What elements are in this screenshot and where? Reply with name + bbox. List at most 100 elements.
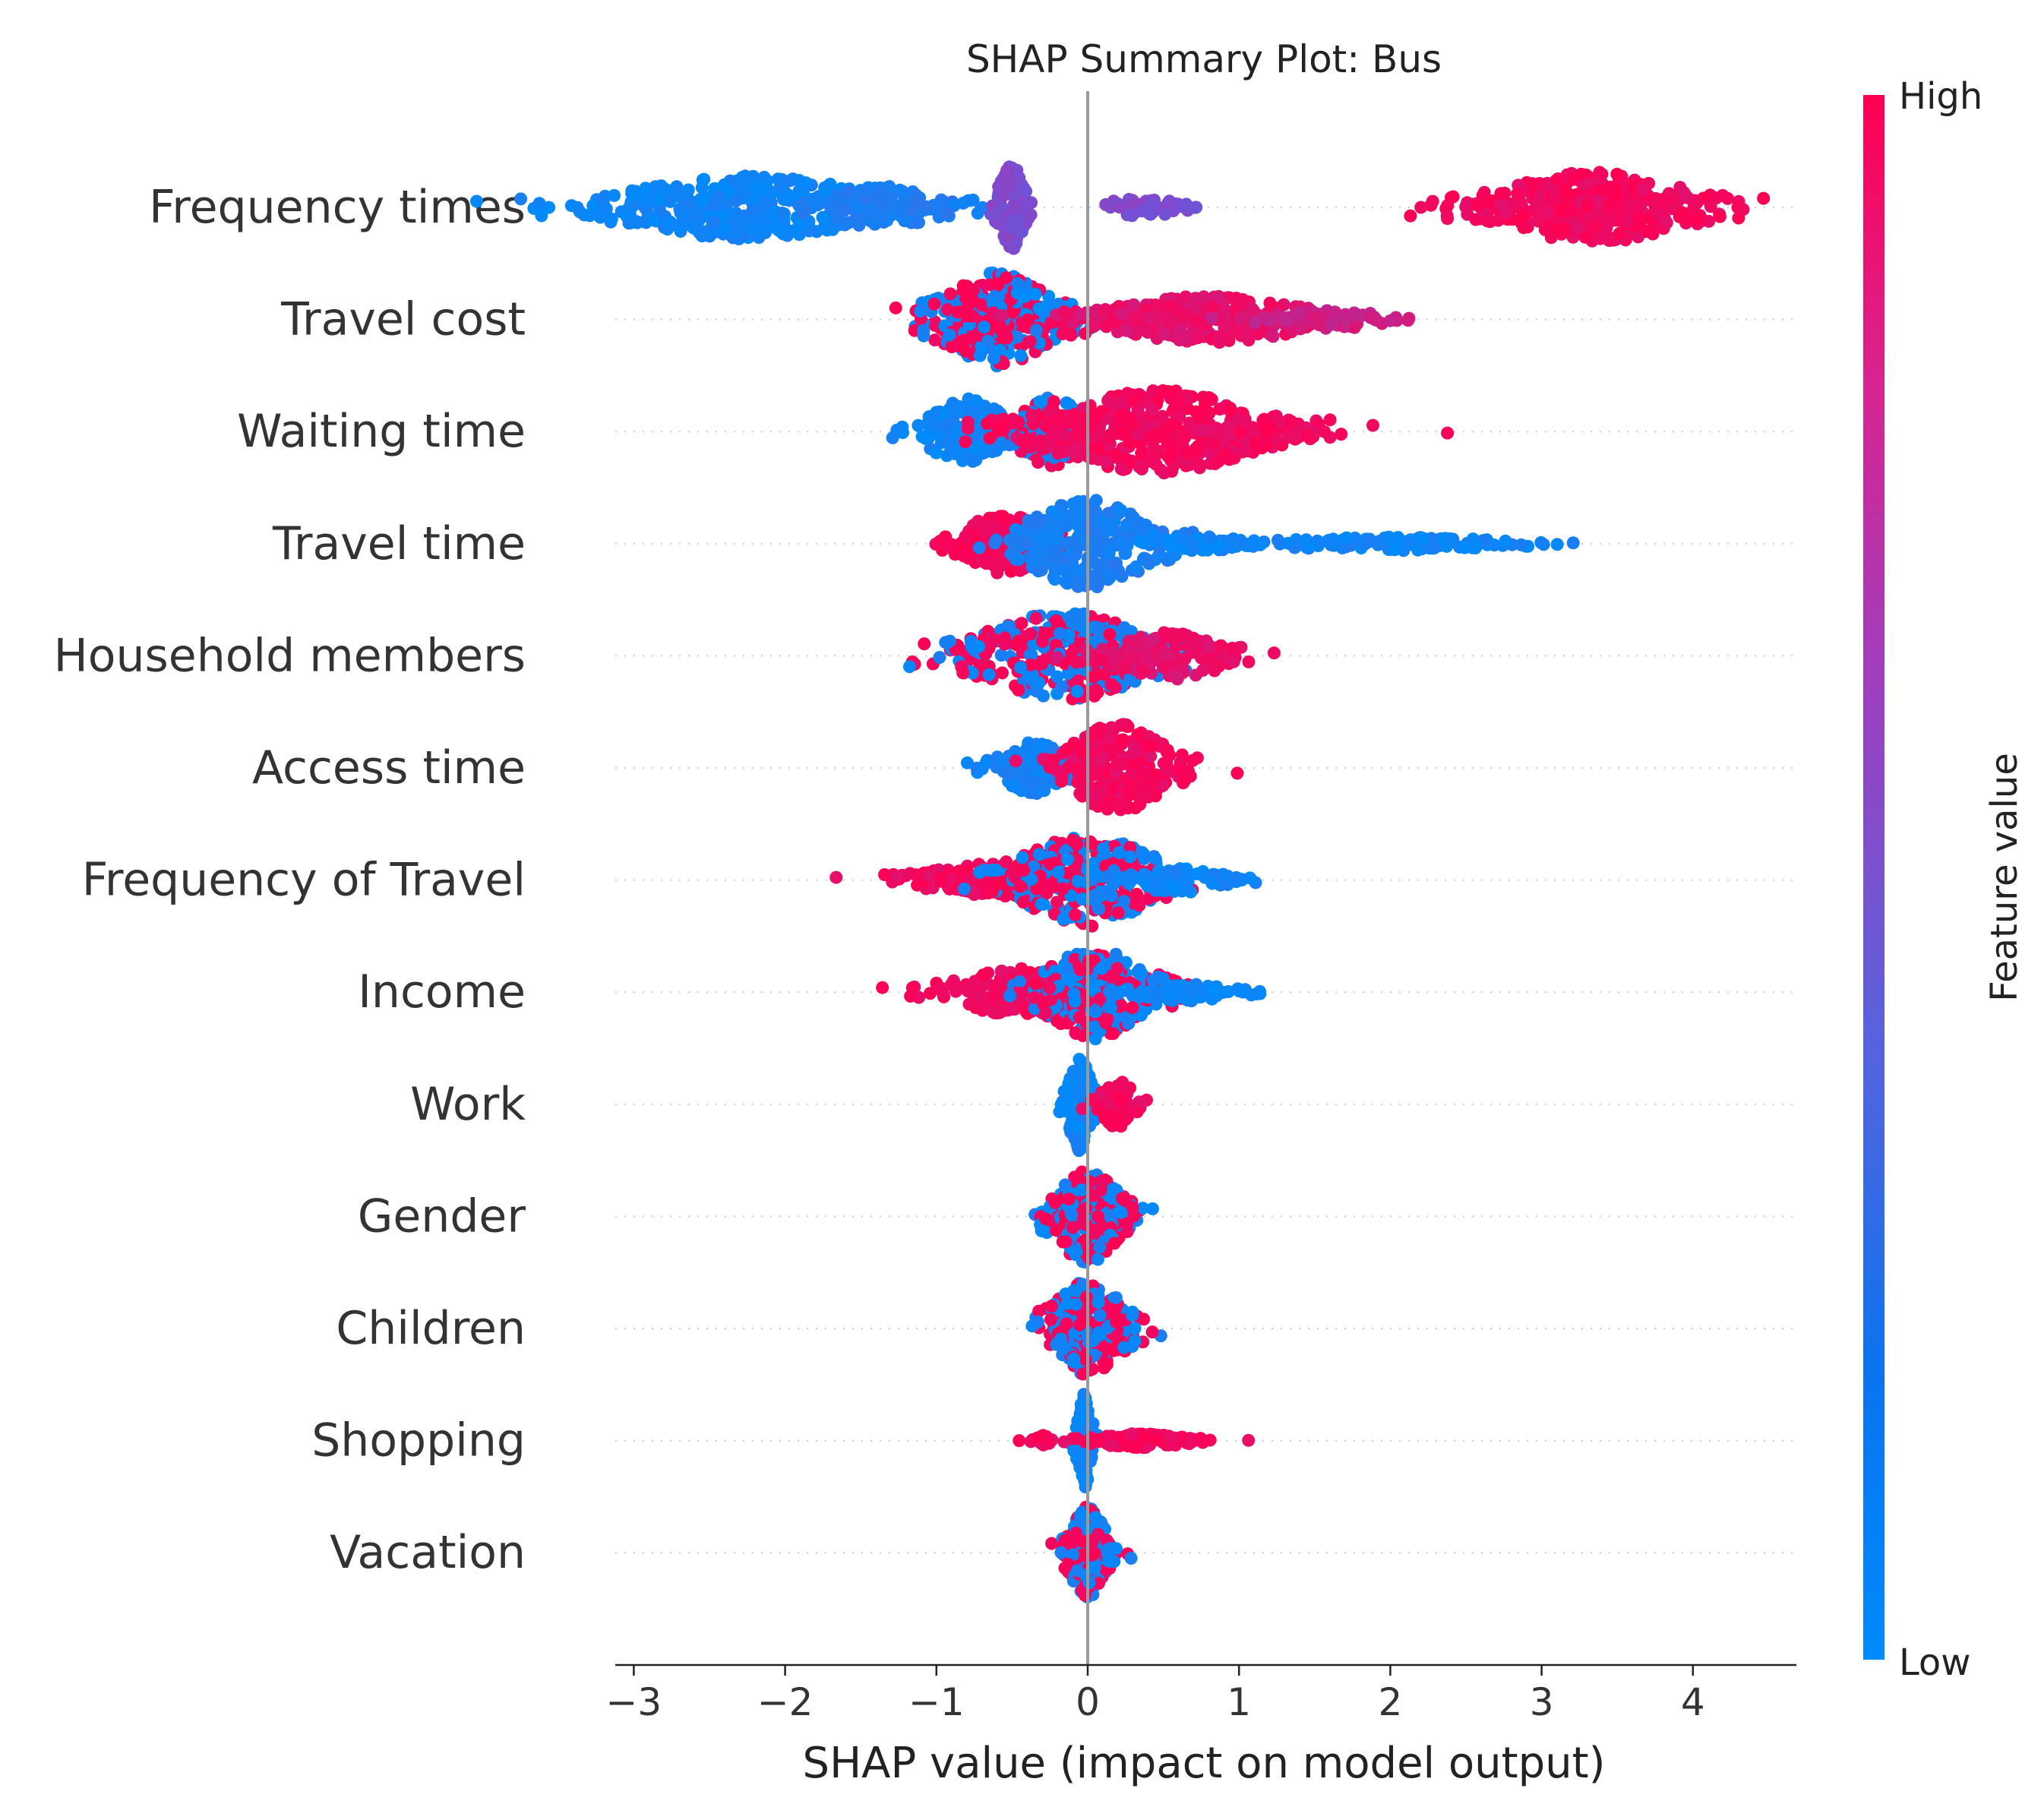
shap-point [1253, 538, 1267, 551]
shap-point [1071, 775, 1085, 788]
feature-label: Travel cost [280, 293, 526, 346]
shap-point [1050, 614, 1063, 627]
shap-point [1046, 880, 1060, 893]
shap-point [1021, 776, 1035, 789]
shap-point [1041, 406, 1055, 419]
shap-point [1163, 194, 1176, 208]
shap-point [1301, 428, 1315, 442]
shap-point [1021, 743, 1035, 757]
shap-point [1013, 986, 1026, 1000]
shap-point [945, 978, 958, 991]
shap-point [1197, 390, 1211, 404]
shap-point [1166, 881, 1180, 895]
shap-point [1164, 540, 1177, 554]
shap-point [1012, 415, 1025, 429]
shap-point [1267, 646, 1281, 660]
feature-label: Access time [252, 741, 526, 795]
shap-point [1008, 870, 1022, 884]
shap-point [914, 305, 927, 318]
shap-point [1170, 763, 1184, 776]
shap-point [1047, 551, 1061, 564]
shap-point [1757, 191, 1771, 205]
shap-point [1012, 553, 1025, 566]
shap-point [1087, 318, 1101, 331]
shap-point [1070, 684, 1084, 698]
shap-point [1499, 206, 1512, 220]
shap-point [1120, 387, 1134, 400]
shap-point [1056, 444, 1069, 457]
shap-point [1016, 896, 1030, 909]
shap-point [1325, 317, 1338, 330]
shap-point [1031, 547, 1044, 561]
shap-point [1149, 852, 1163, 866]
shap-point [981, 334, 994, 348]
shap-point [1089, 683, 1103, 697]
shap-point [908, 196, 921, 210]
shap-point [1443, 532, 1457, 545]
shap-point [927, 297, 941, 311]
shap-point [1092, 441, 1106, 455]
shap-point [1214, 639, 1227, 652]
shap-point [1636, 183, 1649, 197]
shap-point [1095, 653, 1108, 667]
shap-point [1129, 560, 1143, 573]
shap-point [1069, 441, 1082, 454]
shap-point [1279, 313, 1293, 327]
shap-point [1067, 643, 1081, 656]
shap-point [535, 209, 548, 223]
shap-point [757, 170, 771, 184]
shap-point [1093, 992, 1107, 1006]
shap-point [1581, 199, 1594, 213]
shap-point [1171, 394, 1185, 408]
shap-point [1092, 621, 1105, 635]
shap-point [1189, 314, 1202, 327]
shap-point [1160, 756, 1174, 769]
shap-point [755, 213, 769, 227]
shap-point [1011, 201, 1025, 214]
shap-point [1063, 327, 1077, 340]
shap-point [1169, 640, 1183, 653]
shap-point [1114, 504, 1128, 517]
shap-point [1622, 204, 1636, 217]
shap-point [728, 225, 742, 239]
shap-point [1127, 298, 1141, 311]
shap-point [917, 324, 930, 337]
shap-point [1126, 651, 1140, 664]
shap-point [1137, 551, 1151, 565]
shap-point [1179, 290, 1193, 304]
shap-point [985, 885, 999, 899]
shap-point [1441, 212, 1455, 226]
shap-point [927, 419, 940, 432]
shap-point [1086, 797, 1099, 810]
shap-point [1067, 736, 1081, 750]
shap-point [880, 192, 893, 206]
shap-point [1073, 1010, 1086, 1024]
shap-point [851, 200, 864, 213]
shap-point [1023, 335, 1037, 349]
shap-point [838, 204, 851, 217]
shap-point [1499, 534, 1512, 548]
shap-point [990, 520, 1003, 534]
shap-point [1064, 974, 1077, 987]
shap-point [1113, 409, 1126, 422]
shap-point [1062, 760, 1076, 773]
shap-point [1057, 912, 1070, 926]
shap-point [1088, 1020, 1101, 1034]
shap-point [831, 189, 845, 203]
shap-point [1620, 191, 1634, 204]
shap-point [1076, 893, 1089, 905]
shap-point [1148, 428, 1161, 441]
shap-point [997, 189, 1010, 203]
shap-point [1124, 782, 1138, 795]
shap-point [1383, 314, 1397, 327]
shap-point [1107, 556, 1120, 570]
shap-point [1024, 208, 1038, 222]
shap-point [949, 447, 962, 460]
shap-point [514, 192, 528, 206]
shap-point [1269, 434, 1283, 447]
shap-point [1137, 851, 1151, 865]
shap-point [1173, 653, 1186, 667]
shap-point [1088, 556, 1101, 570]
shap-point [930, 446, 943, 460]
